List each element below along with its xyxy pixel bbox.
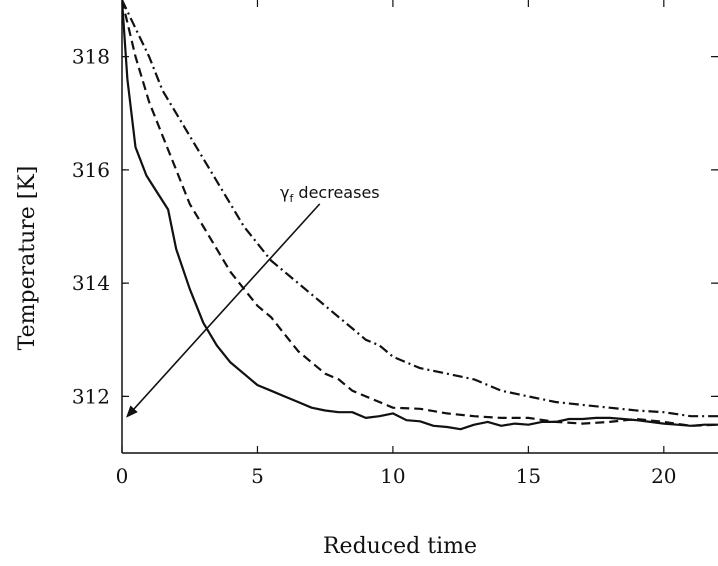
axes-layer	[121, 0, 718, 454]
x-tick-label: 0	[116, 464, 129, 488]
annotation-label: γf decreases	[280, 183, 380, 205]
annotation-gamma: γ	[280, 183, 289, 202]
y-tick-label: 314	[72, 271, 110, 295]
ticks-layer: 0 5 10 15 20 312 314 316 318	[72, 0, 718, 488]
series-line-dashdot	[122, 0, 718, 418]
x-axis-title: Reduced time	[323, 534, 477, 559]
series-layer	[122, 0, 718, 431]
y-tick-label: 318	[72, 45, 110, 69]
x-tick-label: 15	[516, 464, 541, 488]
x-tick-label: 10	[380, 464, 405, 488]
y-tick-label: 312	[72, 384, 110, 408]
series-line-solid	[122, 0, 718, 431]
annotation-layer: γf decreases	[126, 183, 380, 418]
y-tick-label: 316	[72, 158, 110, 182]
y-axis-title: Temperature [K]	[15, 166, 40, 351]
annotation-rest: decreases	[293, 183, 379, 202]
annotation-subscript: f	[289, 192, 294, 205]
series-line-dashed	[122, 0, 718, 427]
x-tick-label: 20	[651, 464, 676, 488]
annotation-arrow	[126, 203, 321, 418]
x-tick-label: 5	[251, 464, 264, 488]
